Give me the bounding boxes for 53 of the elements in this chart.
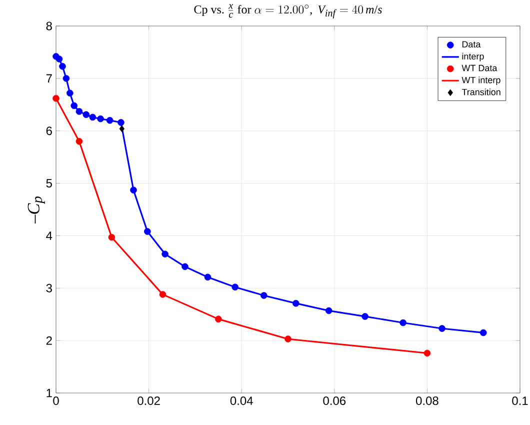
legend-label: Data [462, 41, 481, 48]
point [400, 319, 406, 326]
x-tick-label: 0.08 [416, 396, 438, 406]
chart-title: $\mathrm{Cp\ vs.\ }\frac{x}{c}\mathrm{\ for\ }\alpha = 12.00^{\circ},\ V_{inf} = 40\,m/s$ [194, 4, 382, 18]
legend-label: WT interp [462, 76, 500, 85]
point [76, 138, 83, 145]
point [182, 263, 188, 270]
legend-label: WT Data [462, 64, 498, 72]
point [56, 56, 63, 62]
point [260, 292, 268, 299]
legend-label: Transition [462, 88, 500, 96]
point [215, 316, 222, 322]
y-tick-label: 5 [46, 179, 52, 188]
point [89, 114, 96, 121]
x-tick-label: 0.02 [138, 396, 160, 406]
point [284, 336, 292, 342]
x-tick-label: 0.1 [512, 396, 528, 406]
point [204, 274, 212, 281]
point [66, 90, 74, 97]
point [130, 186, 137, 194]
point [108, 234, 116, 241]
point [118, 119, 124, 126]
point [62, 75, 70, 82]
point [70, 102, 78, 110]
point [232, 284, 239, 290]
y-tick-label: 8 [46, 22, 52, 30]
point [106, 116, 114, 124]
point [480, 329, 487, 336]
point [438, 325, 446, 332]
y-tick-label: 7 [46, 74, 52, 83]
y-tick-label: 2 [46, 336, 52, 345]
legend-label: interp [462, 52, 484, 62]
point [292, 300, 300, 307]
x-tick-label: 0 [53, 396, 59, 406]
x-tick-label: 0.04 [230, 396, 253, 406]
point [52, 94, 60, 102]
y-tick-label: 3 [46, 284, 52, 292]
point [76, 108, 83, 115]
y-tick-label: 1 [46, 388, 52, 398]
point [162, 250, 168, 258]
point [119, 125, 124, 132]
point [144, 228, 151, 235]
x-tick-label: 0.06 [323, 396, 346, 406]
y-axis-title: $-C_p$ [28, 196, 45, 224]
point [82, 111, 90, 118]
point [97, 115, 104, 122]
point [362, 313, 368, 320]
y-tick-label: 4 [46, 232, 52, 240]
point [424, 350, 431, 357]
point [159, 291, 166, 298]
y-tick-label: 6 [46, 126, 52, 136]
point [325, 307, 332, 314]
point [59, 62, 66, 70]
